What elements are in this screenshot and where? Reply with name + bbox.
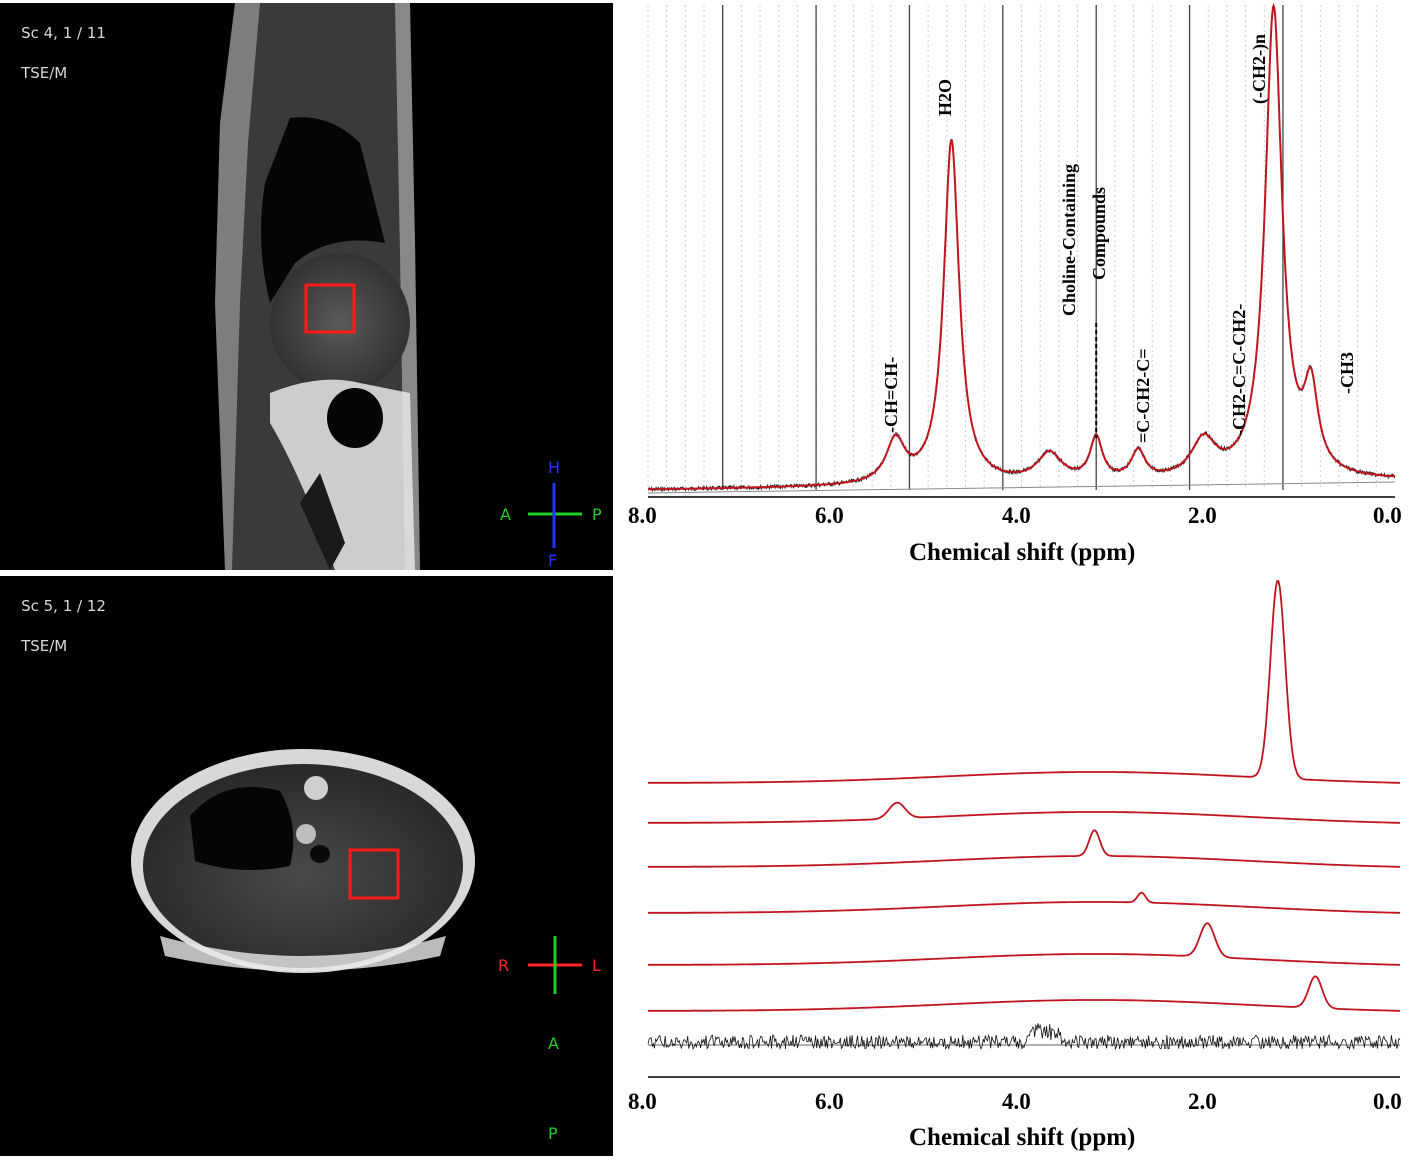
x-tick: 2.0 xyxy=(1188,1089,1217,1114)
peak-label-compounds: Compounds xyxy=(1089,186,1109,280)
peak-label-h2o: H2O xyxy=(935,78,955,116)
peak-label-choline: Choline-Containing xyxy=(1059,163,1079,316)
spectrum-bottom-plot xyxy=(647,580,1401,1078)
orientation-left: A xyxy=(500,505,511,524)
x-tick: 6.0 xyxy=(815,503,844,528)
orientation-right: P xyxy=(592,505,602,524)
scan-info-label: Sc 5, 1 / 12 TSE/M xyxy=(2,576,106,676)
component-spectrum-line xyxy=(648,801,1401,824)
sagittal-mri-image xyxy=(215,3,582,570)
scan-series-text: Sc 5, 1 / 12 xyxy=(21,597,106,615)
peak-label-ch3: -CH3 xyxy=(1337,352,1357,394)
orientation-top: A xyxy=(548,1034,559,1053)
component-spectrum-line xyxy=(648,580,1401,784)
x-tick: 4.0 xyxy=(1002,1089,1031,1114)
orientation-left: R xyxy=(498,956,510,975)
spectrum-top-plot xyxy=(647,2,1396,498)
orientation-bottom: P xyxy=(548,1124,558,1143)
spectrum-bottom: 8.0 6.0 4.0 2.0 0.0 Chemical shift (ppm) xyxy=(615,575,1427,1165)
component-spectrum-line xyxy=(648,829,1401,868)
scan-series-text: Sc 4, 1 / 11 xyxy=(21,24,106,42)
peak-label-ch-ch: -CH=CH- xyxy=(881,356,901,433)
residual-line xyxy=(647,1023,1401,1051)
x-tick: 8.0 xyxy=(628,503,657,528)
sequence-text: TSE/M xyxy=(21,64,68,82)
x-tick: 0.0 xyxy=(1373,1089,1402,1114)
peak-label-ch2-c-c-ch2: -CH2-C=C-CH2- xyxy=(1229,303,1249,436)
axial-mri-panel: Sc 5, 1 / 12 TSE/M A R R L P xyxy=(0,576,613,1156)
orientation-bottom: F xyxy=(548,551,558,570)
scan-info-label: Sc 4, 1 / 11 TSE/M xyxy=(2,3,106,103)
roi-box xyxy=(348,848,400,900)
baseline-fit xyxy=(647,481,1396,494)
x-axis-title: Chemical shift (ppm) xyxy=(909,539,1136,566)
component-spectrum-line xyxy=(648,975,1401,1012)
axial-mri-image xyxy=(131,749,582,994)
component-spectrum-line xyxy=(648,922,1401,966)
peak-label-ch2-n: (-CH2-)n xyxy=(1249,34,1269,104)
orientation-top: H xyxy=(548,458,561,477)
x-tick: 2.0 xyxy=(1188,503,1217,528)
x-tick: 4.0 xyxy=(1002,503,1031,528)
orientation-right: L xyxy=(592,956,601,975)
spectrum-top: 8.0 6.0 4.0 2.0 0.0 Chemical shift (ppm)… xyxy=(615,0,1427,575)
sequence-text: TSE/M xyxy=(21,637,68,655)
sagittal-mri-panel: Sc 4, 1 / 11 TSE/M H A P F xyxy=(0,3,613,570)
x-tick: 0.0 xyxy=(1373,503,1402,528)
component-spectrum-line xyxy=(648,891,1401,914)
fitted-spectrum-line xyxy=(648,2,1396,491)
x-tick: 6.0 xyxy=(815,1089,844,1114)
peak-label-c-ch2-c: =C-CH2-C= xyxy=(1133,348,1153,444)
x-tick: 8.0 xyxy=(628,1089,657,1114)
x-axis-title: Chemical shift (ppm) xyxy=(909,1124,1136,1151)
roi-box xyxy=(304,283,356,334)
